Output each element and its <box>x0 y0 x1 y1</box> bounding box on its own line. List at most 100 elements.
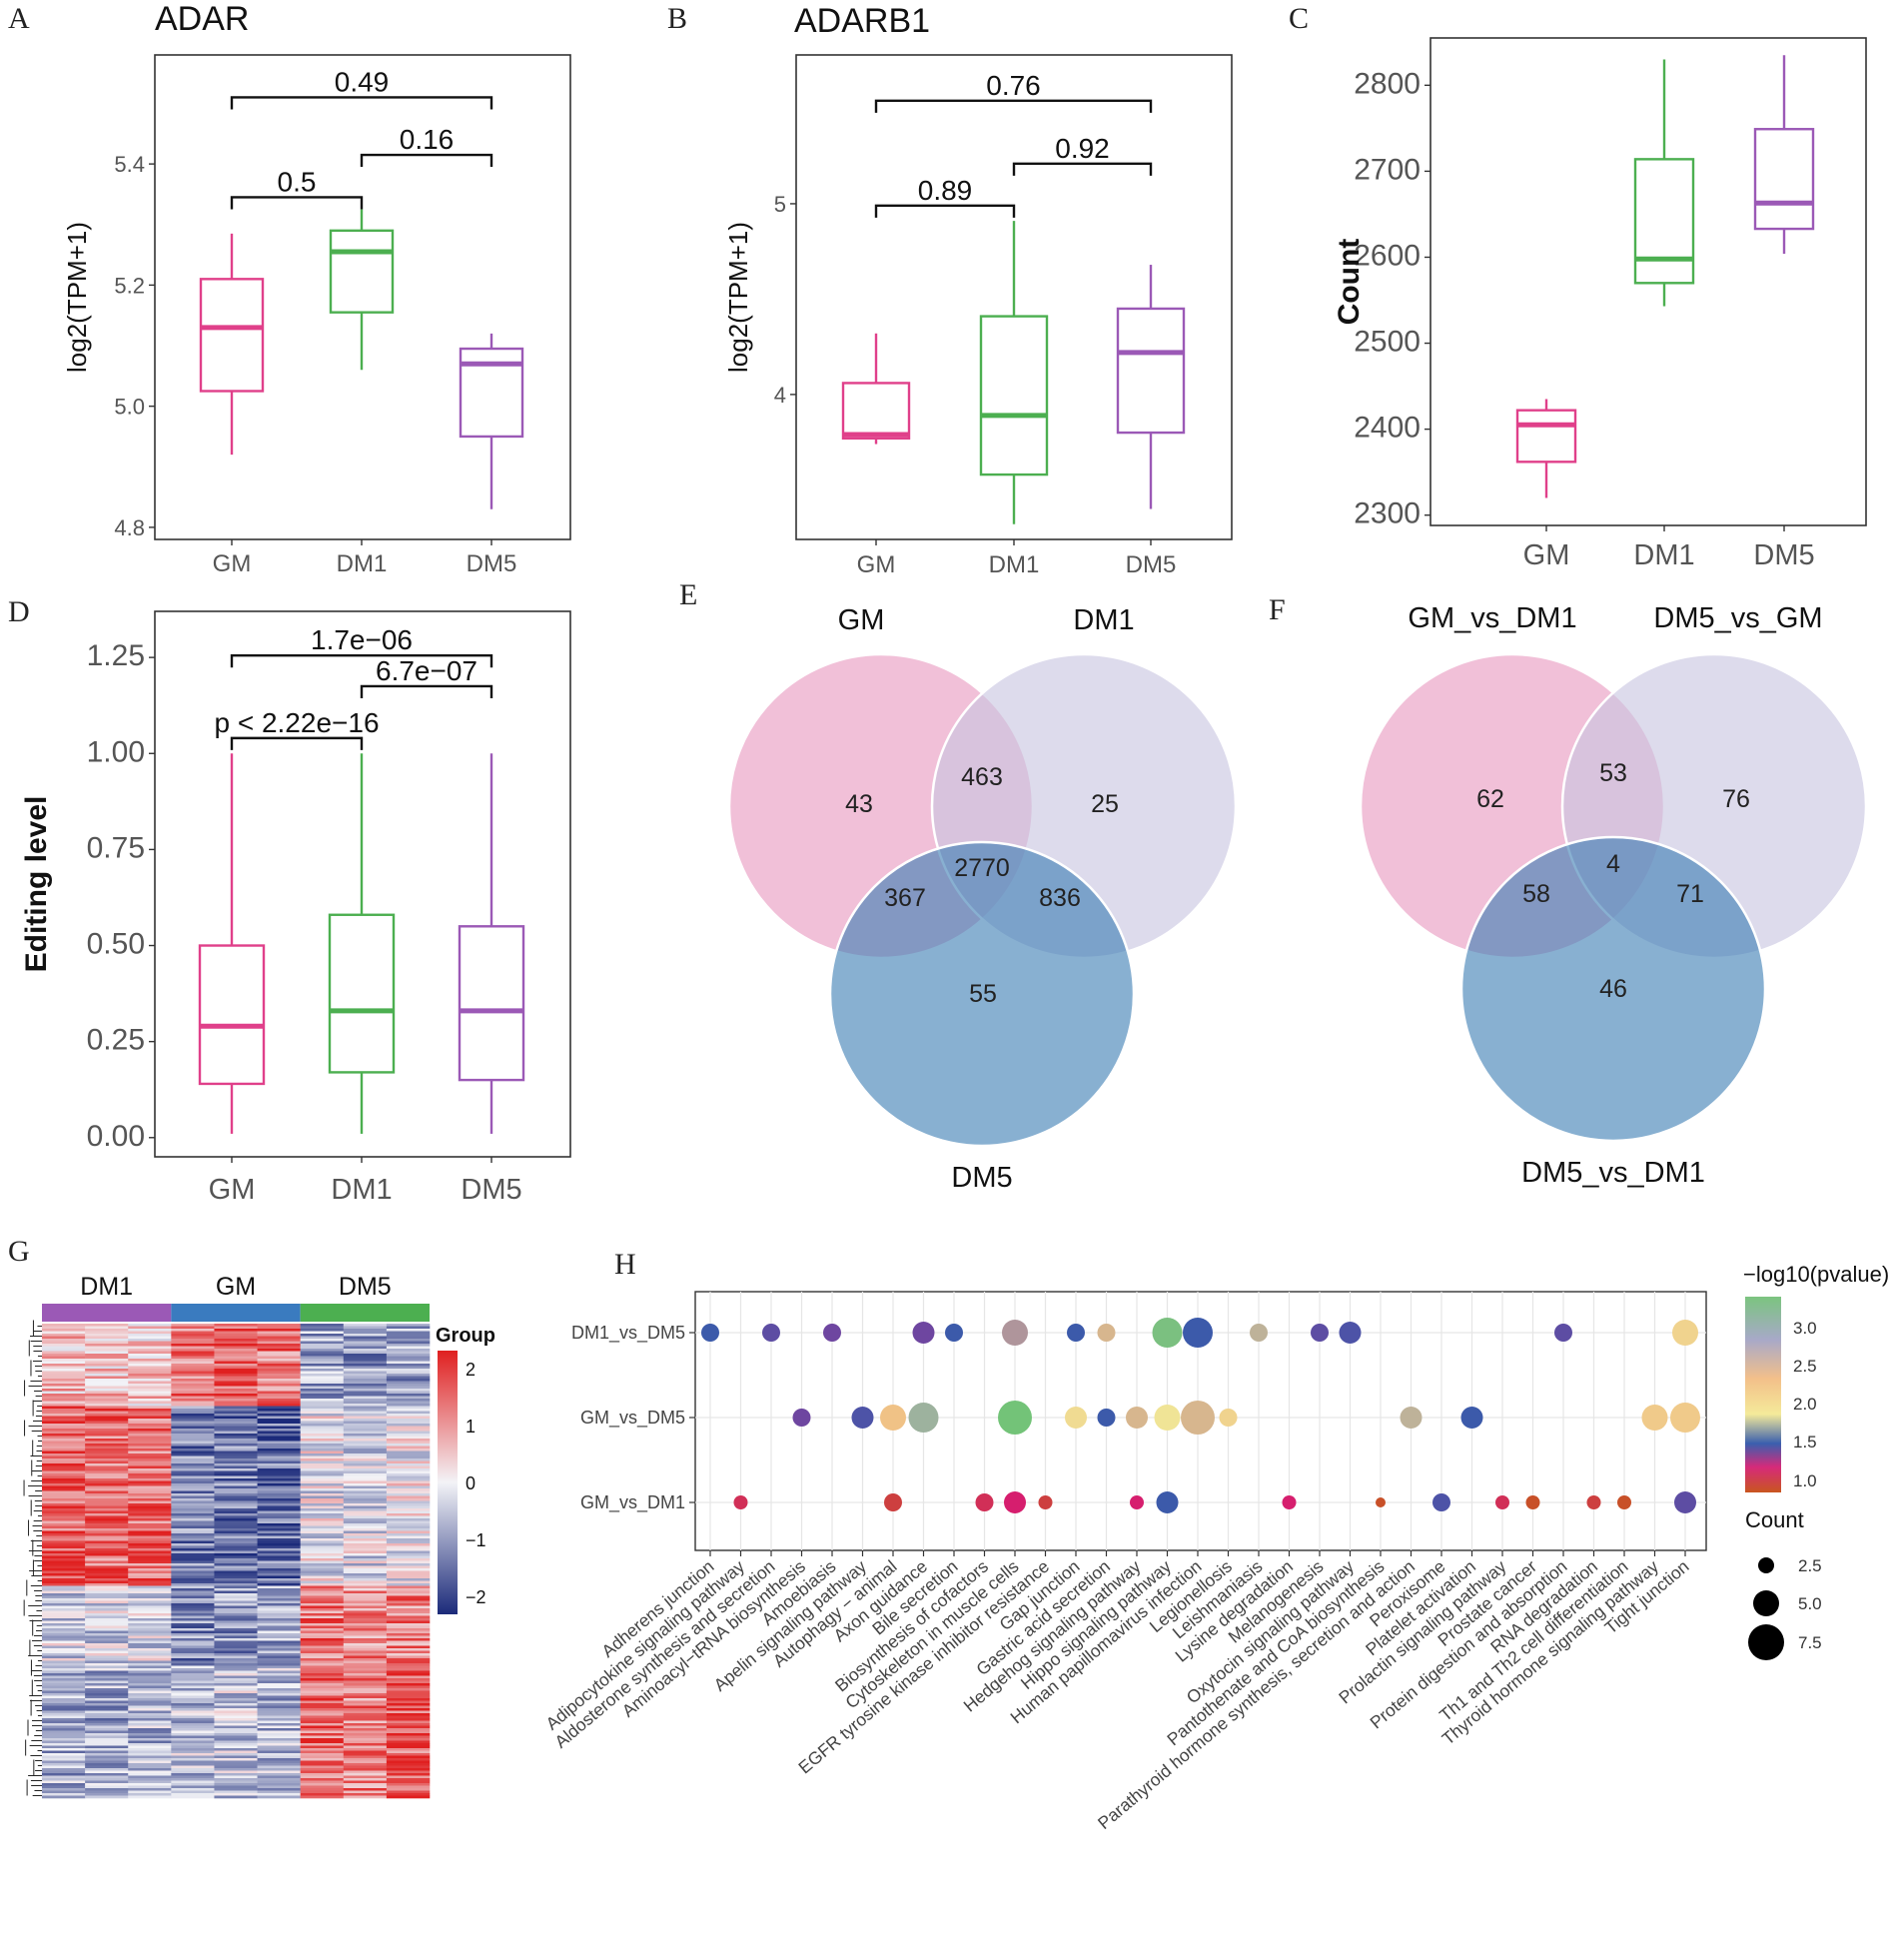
heatmap-cell <box>214 1673 258 1676</box>
heatmap-cell <box>42 1339 86 1342</box>
heatmap-cell <box>214 1424 258 1427</box>
heatmap-cell <box>257 1545 301 1549</box>
heatmap-cell <box>171 1346 215 1350</box>
heatmap-cell <box>85 1419 129 1422</box>
heatmap-cell <box>128 1535 172 1539</box>
heatmap-cell <box>343 1329 388 1332</box>
heatmap-cell <box>343 1505 388 1509</box>
pathway-dot <box>1097 1409 1116 1427</box>
pathway-dot <box>1400 1407 1423 1429</box>
heatmap-cell <box>257 1693 301 1696</box>
row-label: GM_vs_DM1 <box>580 1492 685 1513</box>
venn-region-count: 62 <box>1476 785 1504 813</box>
heatmap-cell <box>171 1429 215 1432</box>
heatmap-cell <box>343 1675 388 1679</box>
size-legend-dot <box>1748 1624 1784 1660</box>
heatmap-cell <box>85 1485 129 1489</box>
x-tick-label: DM5 <box>1753 539 1814 571</box>
heatmap-cell <box>300 1720 345 1724</box>
heatmap-cell <box>343 1573 388 1576</box>
heatmap-cell <box>85 1533 129 1536</box>
heatmap-cell <box>343 1533 388 1536</box>
heatmap-cell <box>42 1354 86 1357</box>
heatmap-cell <box>128 1351 172 1355</box>
heatmap-cell <box>386 1770 431 1774</box>
heatmap-cell <box>386 1658 431 1661</box>
heatmap-cell <box>300 1528 345 1531</box>
heatmap-cell <box>300 1525 345 1529</box>
iqr-box <box>1116 307 1186 435</box>
heatmap-cell <box>386 1625 431 1629</box>
heatmap-cell <box>85 1733 129 1736</box>
heatmap-cell <box>171 1638 215 1641</box>
heatmap-cell <box>300 1558 345 1561</box>
iqr-box <box>328 913 396 1074</box>
heatmap-cell <box>386 1485 431 1489</box>
heatmap-cell <box>171 1745 215 1749</box>
heatmap-cell <box>214 1788 258 1791</box>
heatmap-cell <box>343 1354 388 1357</box>
heatmap-cell <box>386 1788 431 1791</box>
heatmap-cell <box>257 1470 301 1474</box>
heatmap-cell <box>42 1560 86 1564</box>
heatmap-cell <box>42 1431 86 1435</box>
heatmap-cell <box>214 1618 258 1621</box>
heatmap-cell <box>171 1540 215 1544</box>
heatmap-cell <box>386 1690 431 1694</box>
size-legend-tick: 7.5 <box>1798 1633 1822 1652</box>
heatmap-cell <box>128 1429 172 1432</box>
heatmap-cell <box>300 1518 345 1521</box>
heatmap-cell <box>171 1381 215 1385</box>
heatmap-cell <box>343 1399 388 1402</box>
heatmap-cell <box>343 1346 388 1350</box>
heatmap-cell <box>257 1389 301 1392</box>
heatmap-cell <box>42 1608 86 1611</box>
heatmap-cell <box>214 1414 258 1417</box>
heatmap-cell <box>85 1513 129 1516</box>
heatmap-cell <box>214 1770 258 1774</box>
heatmap-cell <box>128 1600 172 1604</box>
heatmap-cell <box>214 1334 258 1337</box>
heatmap-cell <box>42 1738 86 1741</box>
heatmap-cell <box>42 1399 86 1402</box>
heatmap-cell <box>343 1733 388 1736</box>
heatmap-cell <box>386 1331 431 1335</box>
heatmap-cell <box>257 1394 301 1397</box>
heatmap-cell <box>85 1765 129 1769</box>
heatmap-cell <box>343 1508 388 1511</box>
comparison-bracket <box>230 736 364 750</box>
heatmap-cell <box>343 1668 388 1671</box>
heatmap-cell <box>128 1545 172 1549</box>
heatmap-cell <box>214 1470 258 1474</box>
heatmap-cell <box>257 1615 301 1619</box>
heatmap-cell <box>386 1595 431 1599</box>
heatmap-cell <box>386 1560 431 1564</box>
heatmap-cell <box>85 1475 129 1479</box>
heatmap-cell <box>214 1439 258 1442</box>
heatmap-cell <box>85 1500 129 1504</box>
heatmap-cell <box>42 1414 86 1417</box>
heatmap-cell <box>128 1638 172 1641</box>
heatmap-cell <box>257 1663 301 1666</box>
heatmap-cell <box>171 1695 215 1699</box>
comparison-pvalue: 0.16 <box>400 124 455 155</box>
heatmap-cell <box>386 1710 431 1714</box>
heatmap-cell <box>171 1560 215 1564</box>
heatmap-cell <box>128 1735 172 1739</box>
heatmap-cell <box>85 1560 129 1564</box>
heatmap-cell <box>128 1743 172 1746</box>
heatmap-cell <box>300 1414 345 1417</box>
heatmap-cell <box>128 1505 172 1509</box>
heatmap-cell <box>42 1650 86 1654</box>
heatmap-cell <box>42 1446 86 1450</box>
heatmap-cell <box>386 1458 431 1461</box>
heatmap-cell <box>171 1760 215 1764</box>
heatmap-cell <box>42 1570 86 1574</box>
heatmap-cell <box>171 1603 215 1606</box>
heatmap-cell <box>128 1515 172 1519</box>
heatmap-cell <box>85 1498 129 1501</box>
heatmap-cell <box>300 1406 345 1410</box>
heatmap-cell <box>85 1753 129 1756</box>
heatmap-cell <box>85 1748 129 1751</box>
heatmap-cell <box>42 1344 86 1347</box>
